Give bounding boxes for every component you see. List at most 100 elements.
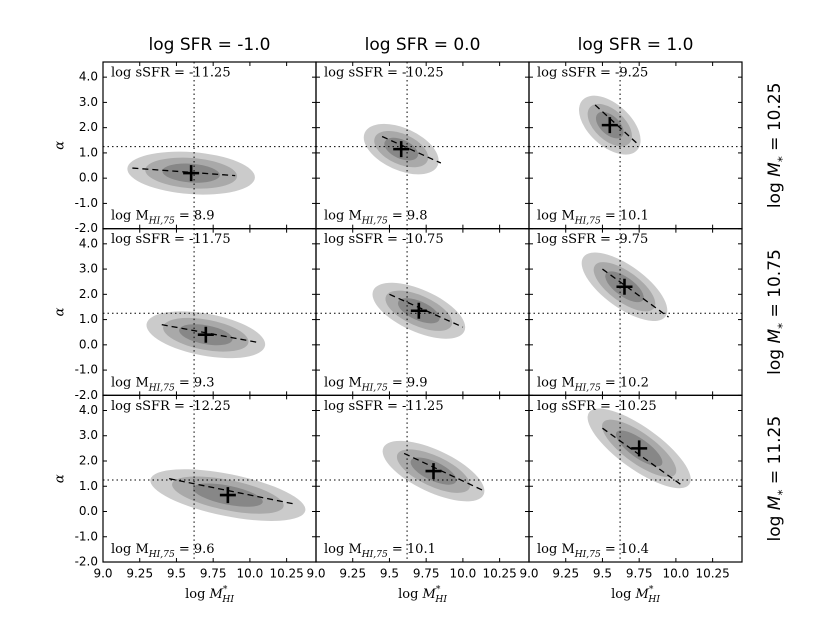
ssfr-label: log sSFR = -9.75 <box>537 232 648 247</box>
mhi-label: log MHI,75 = 9.3 <box>111 375 215 393</box>
mhi-label: log MHI,75 = 9.6 <box>111 542 215 560</box>
x-tick-label: 9.5 <box>167 567 186 581</box>
peak-marker <box>393 141 410 158</box>
row-label: log M* = 11.25 <box>765 416 789 542</box>
panel-frame <box>528 394 743 563</box>
x-tick-label: 9.0 <box>519 567 538 581</box>
ssfr-label: log sSFR = -11.25 <box>324 399 444 414</box>
x-tick-label: 10.0 <box>663 567 690 581</box>
fit-line <box>602 268 669 318</box>
mhi-label: log MHI,75 = 10.4 <box>537 542 649 560</box>
mhi-label: log MHI,75 = 8.9 <box>111 208 215 226</box>
y-tick-label: 0.0 <box>79 171 98 185</box>
text-part: = 10.25 <box>765 82 785 156</box>
y-tick-label: 2.0 <box>79 120 98 134</box>
y-tick-label: 3.0 <box>79 262 98 276</box>
x-tick-label: 9.75 <box>626 567 653 581</box>
x-tick-label: 9.25 <box>126 567 153 581</box>
text-part: HI <box>647 595 660 605</box>
y-tick-label: 1.0 <box>79 479 98 493</box>
y-tick-label: -2.0 <box>75 555 98 569</box>
x-tick-label: 10.25 <box>269 567 303 581</box>
x-tick-label: 9.5 <box>593 567 612 581</box>
text-part: HI,75 <box>361 383 388 393</box>
text-part: * <box>775 490 789 496</box>
mhi-label: log MHI,75 = 9.8 <box>324 208 428 226</box>
text-part: log <box>611 587 635 602</box>
text-part: log M <box>324 542 362 557</box>
text-part: = 9.8 <box>388 208 428 223</box>
text-part: = 9.9 <box>388 375 428 390</box>
text-part: log M <box>324 375 362 390</box>
ssfr-label: log sSFR = -10.25 <box>537 399 657 414</box>
text-part: HI,75 <box>361 216 388 226</box>
ssfr-label: log sSFR = -11.25 <box>111 66 231 81</box>
x-tick-label: 9.0 <box>93 567 112 581</box>
ssfr-label: log sSFR = -12.25 <box>111 399 231 414</box>
y-tick-label: 3.0 <box>79 428 98 442</box>
x-tick-label: 9.25 <box>339 567 366 581</box>
peak-marker <box>425 463 442 480</box>
column-title: log SFR = 1.0 <box>578 35 694 55</box>
y-tick-label: 3.0 <box>79 95 98 109</box>
y-tick-label: 1.0 <box>79 312 98 326</box>
peak-marker <box>631 440 648 457</box>
text-part: log M <box>324 208 362 223</box>
y-tick-label: -2.0 <box>75 221 98 235</box>
text-part: log M <box>111 542 149 557</box>
panel-frame <box>102 61 317 230</box>
panel <box>103 228 316 396</box>
text-part: = 10.1 <box>601 208 649 223</box>
text-part: HI,75 <box>148 383 175 393</box>
text-part: M <box>765 329 785 344</box>
ssfr-label: log sSFR = -9.25 <box>537 66 648 81</box>
panel <box>103 395 316 563</box>
peak-marker <box>219 487 236 504</box>
y-axis-label: α <box>53 474 68 483</box>
mhi-label: log MHI,75 = 9.9 <box>324 375 428 393</box>
text-part: M <box>209 587 224 602</box>
mhi-label: log MHI,75 = 10.2 <box>537 375 649 393</box>
text-part: M <box>635 587 650 602</box>
text-part: log <box>765 344 785 375</box>
peak-marker <box>601 117 618 134</box>
row-label: log M* = 10.75 <box>765 249 789 375</box>
x-tick-label: 10.0 <box>450 567 477 581</box>
ssfr-label: log sSFR = -10.75 <box>324 232 444 247</box>
mhi-label: log MHI,75 = 10.1 <box>537 208 649 226</box>
panel <box>316 228 529 396</box>
column-title: log SFR = -1.0 <box>149 35 271 55</box>
y-tick-label: 4.0 <box>79 70 98 84</box>
text-part: = 10.75 <box>765 249 785 323</box>
mhi-label: log MHI,75 = 10.1 <box>324 542 436 560</box>
panel-frame <box>102 228 317 396</box>
panel <box>103 62 316 229</box>
fit-line <box>168 478 295 505</box>
y-tick-label: 1.0 <box>79 145 98 159</box>
x-tick-label: 9.0 <box>306 567 325 581</box>
text-part: HI,75 <box>148 550 175 560</box>
text-part: = 10.2 <box>601 375 649 390</box>
text-part: = 10.4 <box>601 542 649 557</box>
text-part: M <box>765 162 785 177</box>
text-part: log <box>185 587 209 602</box>
text-part: = 8.9 <box>175 208 215 223</box>
text-part: = 9.3 <box>175 375 215 390</box>
x-axis-label: log M* HI <box>185 585 234 605</box>
y-tick-label: 4.0 <box>79 403 98 417</box>
text-part: HI,75 <box>574 216 601 226</box>
peak-marker <box>410 302 427 319</box>
y-tick-label: 2.0 <box>79 287 98 301</box>
text-part: M <box>765 495 785 510</box>
text-part: log M <box>111 375 149 390</box>
panel <box>316 395 529 563</box>
text-part: HI <box>434 595 447 605</box>
panel <box>529 228 742 396</box>
y-tick-label: -2.0 <box>75 388 98 402</box>
x-tick-label: 10.0 <box>237 567 264 581</box>
text-part: = 9.6 <box>175 542 215 557</box>
panel <box>529 62 742 229</box>
text-part: log M <box>537 542 575 557</box>
text-part: M <box>422 587 437 602</box>
